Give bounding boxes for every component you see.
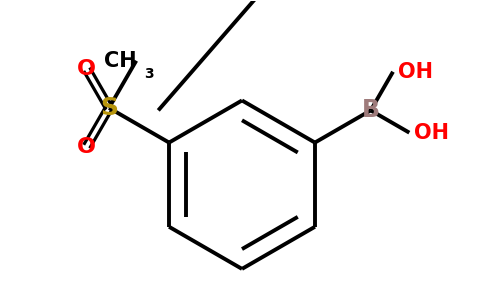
Text: 3: 3 [144,67,154,81]
Text: OH: OH [398,62,433,82]
Text: OH: OH [414,123,449,143]
Text: O: O [77,59,96,79]
Text: CH: CH [104,51,136,71]
Text: B: B [362,98,380,122]
Text: S: S [100,96,118,120]
Text: O: O [77,136,96,157]
